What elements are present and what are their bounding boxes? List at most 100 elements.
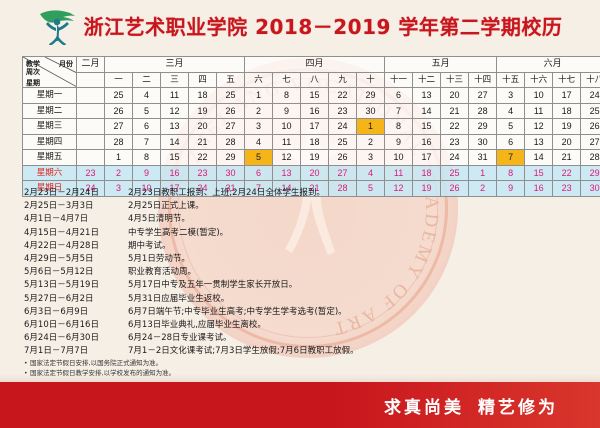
week-number-6: 六 (244, 71, 274, 88)
day-cell: 27 (215, 118, 246, 135)
day-cell: 11 (272, 133, 302, 150)
note-description: 2月25日正式上课。 (128, 201, 204, 212)
day-cell: 27 (104, 118, 133, 135)
day-cell: 22 (440, 118, 470, 135)
week-number-12: 十二 (412, 71, 442, 88)
schedule-note-row: 4月29日－5月5日 5月1日劳动节。 (24, 252, 576, 265)
day-cell: 5 (496, 118, 526, 135)
week-number-17: 十七 (552, 71, 582, 88)
week-number-16: 十六 (524, 71, 554, 88)
note-date-range: 6月10日－6月16日 (24, 319, 99, 330)
week-number-10: 十 (356, 71, 386, 88)
week-number-0 (76, 71, 105, 88)
day-cell: 10 (272, 118, 302, 135)
day-cell: 20 (188, 118, 217, 135)
day-cell: 21 (440, 102, 470, 119)
day-cell: 15 (524, 164, 554, 181)
schedule-note-row: 2月23日－2月24日 2月23日教职工报到、上班;2月24日全体学生报到。 (24, 186, 576, 199)
day-cell: 31 (468, 149, 498, 166)
note-description: 5月1日劳动节。 (128, 253, 190, 264)
day-cell: 6 (496, 133, 526, 150)
note-date-range: 4月22日－4月28日 (24, 240, 99, 251)
note-date-range: 4月29日－5月5日 (24, 253, 94, 264)
day-cell: 6 (384, 87, 414, 104)
week-number-7: 七 (272, 71, 302, 88)
day-cell: 2 (468, 180, 498, 197)
day-cell-holiday: 1 (356, 118, 386, 135)
day-cell: 11 (384, 164, 414, 181)
day-cell (76, 133, 105, 150)
day-cell: 27 (328, 164, 358, 181)
day-cell: 8 (496, 164, 526, 181)
week-number-11: 十一 (384, 71, 414, 88)
calendar-table-wrap: 教学 周次 星期 月份 二月三月四月五月六月七月 一二三四五六七八九十十一十二十… (22, 56, 600, 197)
day-cell: 22 (188, 149, 217, 166)
schedule-note-row: 5月6日－5月12日 职业教育活动周。 (24, 265, 576, 278)
day-cell: 18 (188, 87, 217, 104)
day-cell: 23 (76, 164, 105, 181)
schedule-note-row: 5月13日－5月19日 5月17日中专及五年一贯制学生家长开放日。 (24, 278, 576, 291)
day-cell: 24 (328, 118, 358, 135)
note-date-range: 4月1日－4月7日 (24, 214, 89, 225)
day-cell: 26 (580, 118, 600, 135)
day-cell: 4 (496, 102, 526, 119)
schedule-note-row: 4月15日－4月21日 中专学生高考二模(暂定)。 (24, 226, 576, 239)
day-cell: 5 (132, 102, 161, 119)
note-date-range: 7月1日－7月7日 (24, 346, 89, 357)
day-cell: 9 (384, 133, 414, 150)
day-cell: 12 (272, 149, 302, 166)
month-header-1: 二月 (76, 56, 105, 73)
calendar-row: 星期五18152229512192631017243171421285 (22, 149, 600, 166)
calendar-row: 星期三27613202731017241815222951219263 (22, 118, 600, 135)
day-cell: 3 (244, 118, 274, 135)
school-motto: 求真尚美 精艺修为 (384, 393, 558, 418)
day-cell: 14 (412, 102, 442, 119)
day-cell: 21 (188, 133, 217, 150)
day-cell: 30 (580, 180, 600, 197)
day-cell: 26 (328, 149, 358, 166)
day-cell: 6 (132, 118, 161, 135)
day-cell: 1 (104, 149, 133, 166)
day-cell: 13 (412, 87, 442, 104)
day-cell: 2 (356, 133, 386, 150)
note-description: 4月5日清明节。 (128, 214, 190, 225)
day-cell: 19 (188, 102, 217, 119)
day-cell: 18 (300, 133, 330, 150)
day-cell: 12 (160, 102, 189, 119)
weekday-label: 星期五 (22, 149, 77, 166)
day-cell: 16 (412, 133, 442, 150)
day-cell: 7 (132, 133, 161, 150)
day-cell: 17 (300, 118, 330, 135)
day-cell: 13 (524, 133, 554, 150)
week-number-18: 十八 (580, 71, 600, 88)
day-cell: 19 (300, 149, 330, 166)
week-number-9: 九 (328, 71, 358, 88)
note-description: 6月7日端午节;中专毕业生高考;中专学生学考选考(暂定)。 (128, 306, 347, 317)
weekday-label: 星期一 (22, 87, 77, 104)
note-date-range: 6月3日－6月9日 (24, 306, 89, 317)
day-cell: 26 (215, 102, 246, 119)
day-cell: 1 (244, 87, 274, 104)
day-cell: 25 (580, 102, 600, 119)
day-cell: 16 (300, 102, 330, 119)
week-number-3: 三 (160, 71, 189, 88)
motto-left: 求真尚美 (384, 397, 464, 418)
day-cell: 29 (356, 87, 386, 104)
day-cell: 9 (272, 102, 302, 119)
note-description: 2月23日教职工报到、上班;2月24日全体学生报到。 (128, 188, 325, 198)
day-cell: 30 (468, 133, 498, 150)
day-cell: 24 (440, 149, 470, 166)
note-date-range: 5月6日－5月12日 (24, 267, 94, 278)
corner-diagonal-lines (23, 57, 76, 87)
school-logo-icon (39, 10, 75, 45)
day-cell: 16 (524, 180, 554, 197)
week-number-13: 十三 (440, 71, 470, 88)
month-header-2: 三月 (103, 56, 246, 73)
day-cell: 12 (524, 118, 554, 135)
footnote-row: • 国家法定节假日教学安排,以学校发布的通知为准。 (24, 367, 454, 377)
day-cell: 2 (104, 164, 133, 181)
day-cell: 7 (384, 102, 414, 119)
note-date-range: 4月15日－4月21日 (24, 227, 99, 238)
day-cell: 29 (215, 149, 246, 166)
day-cell: 1 (468, 164, 498, 181)
